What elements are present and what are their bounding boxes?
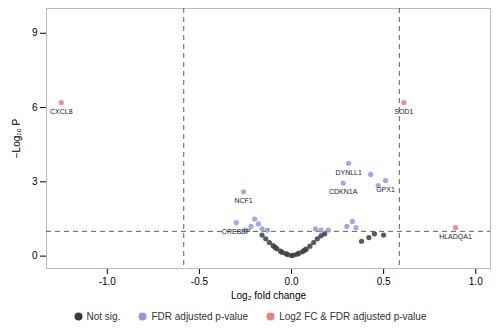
- svg-text:0.0: 0.0: [285, 276, 299, 287]
- svg-text:−Log₁₀ P: −Log₁₀ P: [11, 118, 22, 158]
- svg-text:GPX1: GPX1: [376, 186, 395, 193]
- svg-text:CXCL8: CXCL8: [50, 108, 73, 115]
- svg-text:6: 6: [32, 102, 38, 113]
- svg-text:9: 9: [32, 27, 38, 38]
- svg-text:0.5: 0.5: [377, 276, 391, 287]
- html-text:Log2 FC & FDR adjusted p-value: Log2 FC & FDR adjusted p-value: [279, 310, 427, 322]
- svg-text:SOD1: SOD1: [394, 108, 413, 115]
- svg-text:NCF1: NCF1: [234, 197, 252, 204]
- svg-text:-1.0: -1.0: [99, 276, 117, 287]
- svg-text:HLADQA1: HLADQA1: [439, 233, 472, 241]
- svg-text:CREBBP: CREBBP: [222, 228, 251, 235]
- svg-text:Log₂ fold change: Log₂ fold change: [231, 290, 306, 301]
- svg-text:CDKN1A: CDKN1A: [329, 188, 358, 195]
- html-text:FDR adjusted p-value: FDR adjusted p-value: [151, 310, 249, 322]
- svg-text:-0.5: -0.5: [191, 276, 209, 287]
- svg-text:3: 3: [32, 176, 38, 187]
- svg-text:0: 0: [32, 250, 38, 261]
- svg-text:1.0: 1.0: [469, 276, 483, 287]
- html-text:Not sig.: Not sig.: [86, 310, 121, 322]
- svg-text:DYNLL1: DYNLL1: [335, 169, 362, 176]
